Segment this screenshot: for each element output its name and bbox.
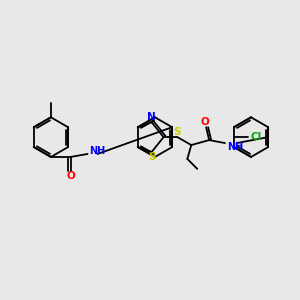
Text: O: O	[201, 117, 209, 127]
Text: N: N	[147, 112, 156, 122]
Text: NH: NH	[227, 142, 243, 152]
Text: S: S	[174, 127, 181, 137]
Text: O: O	[66, 171, 75, 181]
Text: S: S	[148, 152, 155, 162]
Text: Cl: Cl	[251, 132, 262, 142]
Text: NH: NH	[90, 146, 106, 156]
